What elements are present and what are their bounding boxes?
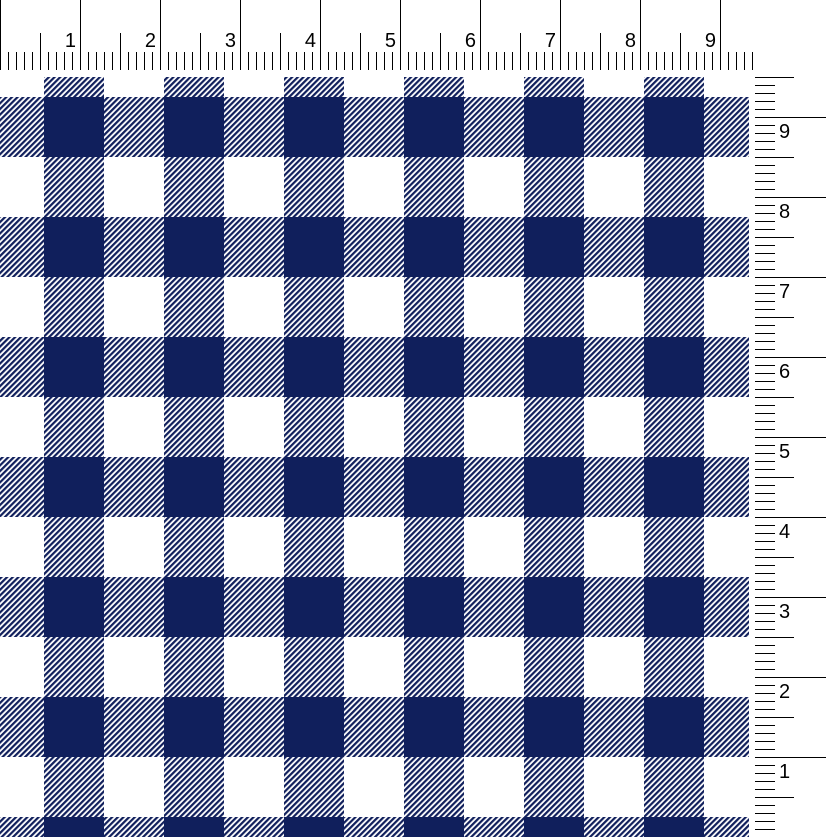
top-ruler-label: 2 [145,30,156,52]
check-intersection [164,337,224,397]
check-intersection [44,337,104,397]
check-intersection [404,217,464,277]
check-intersection [644,817,704,837]
check-intersection [524,337,584,397]
check-intersection [644,697,704,757]
top-ruler-label: 3 [225,30,236,52]
check-intersection [524,697,584,757]
check-intersection [404,457,464,517]
check-intersection [644,217,704,277]
check-intersection [284,817,344,837]
check-intersection [44,217,104,277]
check-intersection [44,97,104,157]
right-ruler-label: 5 [779,441,790,463]
right-ruler-label: 9 [779,121,790,143]
check-intersection [284,217,344,277]
check-intersection [164,697,224,757]
check-intersection [44,577,104,637]
check-intersection [284,577,344,637]
check-intersection [404,337,464,397]
check-intersection [404,817,464,837]
check-intersection [284,337,344,397]
check-intersection [644,337,704,397]
check-intersection [404,577,464,637]
check-intersection [44,457,104,517]
horizontal-stripe [0,697,749,757]
check-intersection [284,97,344,157]
check-intersection [524,97,584,157]
right-ruler-label: 1 [779,761,790,783]
right-ruler-label: 6 [779,361,790,383]
check-intersection [644,457,704,517]
check-intersection [524,577,584,637]
check-intersection [644,97,704,157]
check-intersection [164,217,224,277]
top-ruler-label: 7 [545,30,556,52]
right-ruler-label: 2 [779,681,790,703]
check-intersection [164,97,224,157]
horizontal-stripe [0,577,749,637]
check-intersection [44,697,104,757]
top-ruler-label: 6 [465,30,476,52]
right-ruler-label: 8 [779,201,790,223]
horizontal-stripe [0,217,749,277]
top-ruler-label: 1 [65,30,76,52]
check-intersection [44,817,104,837]
right-ruler-label: 3 [779,601,790,623]
check-intersection [164,457,224,517]
top-ruler: 1 2 3 4 5 6 7 8 9 [0,0,753,70]
check-intersection [164,817,224,837]
horizontal-stripe [0,337,749,397]
check-intersection [404,97,464,157]
right-ruler: 9 8 7 6 5 4 3 2 1 [755,77,826,830]
top-ruler-label: 5 [385,30,396,52]
right-ruler-label: 7 [779,281,790,303]
top-ruler-label: 4 [305,30,316,52]
top-ruler-label: 8 [625,30,636,52]
horizontal-stripe [0,97,749,157]
check-intersection [284,457,344,517]
check-intersection [524,217,584,277]
check-intersection [404,697,464,757]
check-intersection [524,817,584,837]
check-intersection [524,457,584,517]
top-ruler-label: 9 [705,30,716,52]
right-ruler-label: 4 [779,521,790,543]
check-intersection [284,697,344,757]
check-intersection [644,577,704,637]
check-intersection [164,577,224,637]
horizontal-stripe [0,457,749,517]
